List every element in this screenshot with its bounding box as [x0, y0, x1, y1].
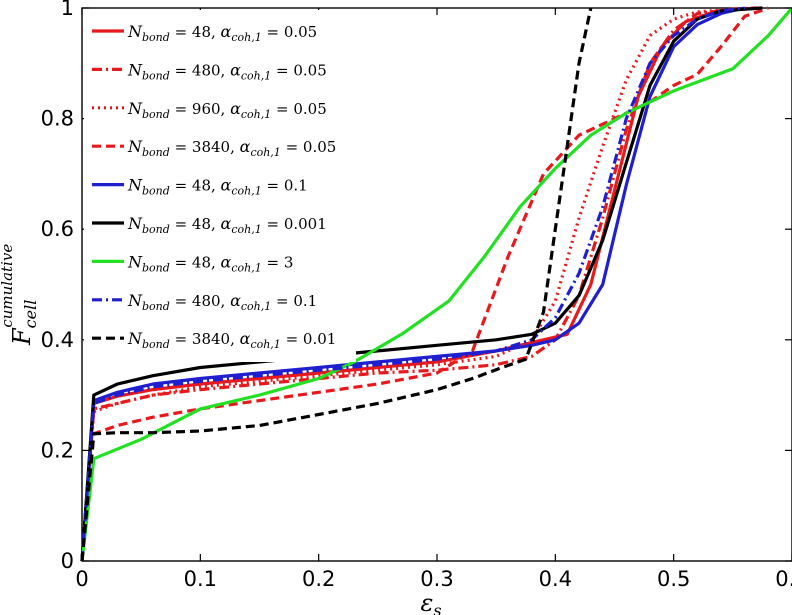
legend-label-4: Nbond = 3840, αcoh,1 = 0.05 — [127, 137, 336, 159]
legend-label-5: Nbond = 48, αcoh,1 = 0.1 — [127, 176, 308, 198]
series-line-7 — [80, 6, 792, 562]
y-tick-label: 0.4 — [41, 328, 74, 352]
legend: Nbond = 48, αcoh,1 = 0.05 Nbond = 480, αc… — [84, 10, 356, 362]
series-line-4 — [80, 6, 769, 562]
y-axis-label-sub: cell — [21, 300, 40, 329]
y-tick-label: 0.6 — [41, 217, 74, 241]
y-tick-label: 1 — [61, 0, 74, 20]
series-line-2 — [80, 6, 757, 562]
series-line-9 — [80, 7, 593, 562]
legend-label-2: Nbond = 480, αcoh,1 = 0.05 — [127, 60, 327, 82]
svg-text:Fcellcumulative: Fcell cumulative — [0, 244, 40, 346]
legend-label-6: Nbond = 48, αcoh,1 = 0.001 — [127, 214, 327, 236]
x-axis-label: εs — [420, 589, 441, 615]
series-line-6 — [80, 6, 763, 562]
ticks-layer: 0 0.1 0.2 0.3 0.4 0.5 0.6 0 0.2 0.4 0.6 0.8 1 — [41, 0, 792, 591]
y-tick-label: 0.8 — [41, 107, 74, 131]
x-tick-label: 0.6 — [775, 567, 792, 591]
series-line-8 — [80, 6, 745, 562]
y-tick-label: 0 — [61, 549, 74, 573]
legend-label-8: Nbond = 480, αcoh,1 = 0.1 — [127, 291, 317, 313]
legend-label-1: Nbond = 48, αcoh,1 = 0.05 — [127, 22, 317, 44]
y-axis-label-sup: cumulative — [0, 244, 16, 328]
legend-label-9: Nbond = 3840, αcoh,1 = 0.01 — [127, 329, 336, 351]
y-tick-label: 0.2 — [41, 438, 74, 462]
x-axis-label-sub: s — [433, 601, 441, 615]
x-tick-label: 0.3 — [420, 567, 453, 591]
series-layer — [80, 6, 792, 562]
legend-box — [84, 10, 356, 362]
x-tick-label: 0.5 — [657, 567, 690, 591]
x-tick-label: 0.2 — [302, 567, 335, 591]
x-axis-label-main: ε — [420, 589, 433, 615]
legend-label-3: Nbond = 960, αcoh,1 = 0.05 — [127, 99, 327, 121]
legend-label-7: Nbond = 48, αcoh,1 = 3 — [127, 252, 293, 274]
x-tick-label: 0 — [75, 567, 88, 591]
series-line-5 — [80, 6, 746, 562]
y-axis-label: Fcell cumulative — [0, 244, 40, 346]
x-tick-label: 0.1 — [184, 567, 217, 591]
y-axis-label-main: F — [8, 327, 36, 346]
x-tick-label: 0.4 — [539, 567, 572, 591]
